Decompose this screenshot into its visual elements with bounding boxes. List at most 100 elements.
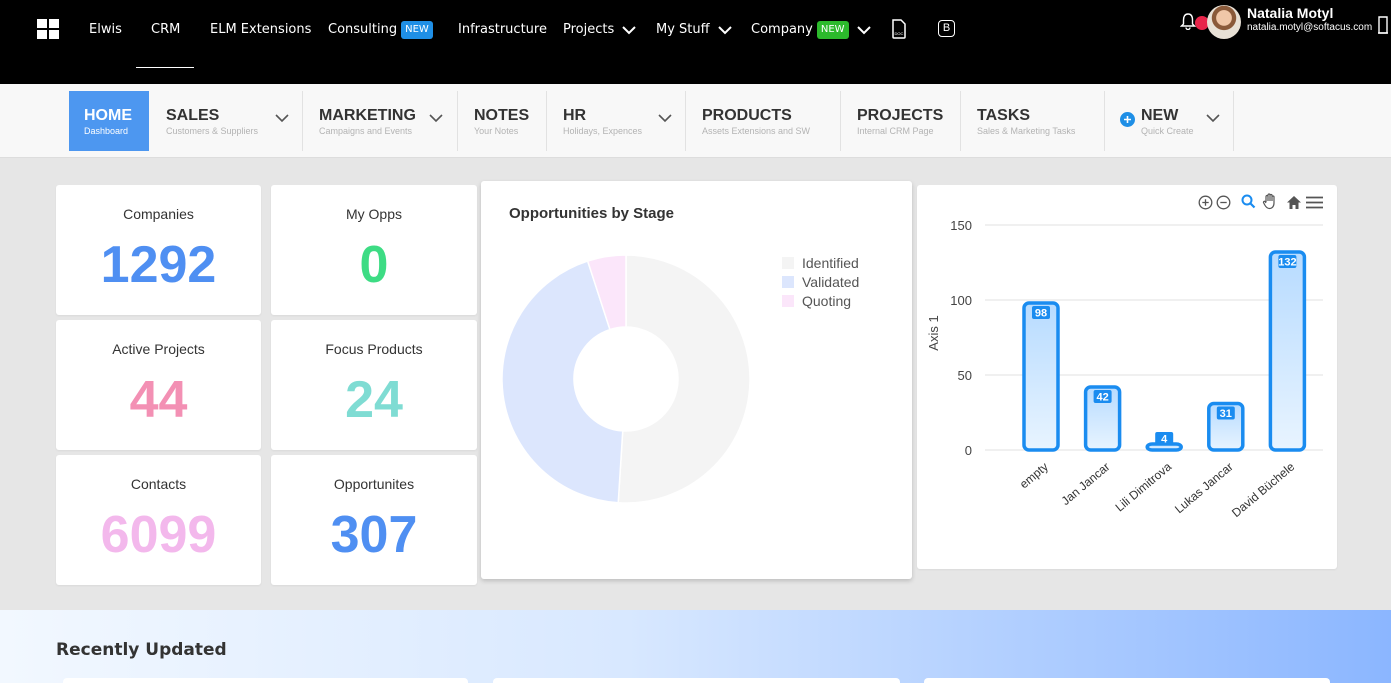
stat-card-focus-products[interactable]: Focus Products 24 [271, 320, 477, 450]
module-sales[interactable]: SALES Customers & Suppliers [150, 91, 302, 151]
topnav-elm-extensions[interactable]: ELM Extensions [210, 21, 311, 39]
donut-slice-validated[interactable] [501, 260, 624, 504]
divider [960, 91, 961, 151]
legend-swatch [782, 276, 794, 288]
chevron-down-icon [718, 25, 732, 34]
stat-card-opportunities[interactable]: Opportunites 307 [271, 455, 477, 585]
legend-label: Quoting [802, 293, 852, 309]
module-title: NEW [1141, 107, 1179, 124]
topnav-infrastructure[interactable]: Infrastructure [458, 21, 547, 39]
user-email: natalia.motyl@softacus.com [1247, 22, 1373, 33]
svg-text:DOC: DOC [895, 31, 904, 36]
magnifier-icon[interactable] [1241, 194, 1256, 210]
stat-card-contacts[interactable]: Contacts 6099 [56, 455, 261, 585]
stat-value: 307 [330, 506, 418, 564]
legend-label: Identified [802, 255, 859, 271]
topnav-elwis[interactable]: Elwis [89, 21, 122, 39]
door-icon[interactable] [1377, 16, 1389, 34]
donut-slice-quoting[interactable] [586, 254, 627, 331]
data-label: 31 [1220, 408, 1232, 420]
x-tick-label: empty [1017, 460, 1051, 492]
module-hr[interactable]: HR Holidays, Expences [547, 91, 685, 151]
chevron-down-icon [429, 114, 443, 123]
module-title: TASKS [977, 107, 1031, 124]
x-tick-label: Lukas Jancar [1172, 460, 1236, 517]
topnav-label: CRM [151, 22, 181, 37]
data-label: 42 [1096, 392, 1108, 404]
b-icon-letter: B [942, 22, 951, 34]
pan-hand-icon[interactable] [1262, 193, 1278, 210]
module-subtitle: Customers & Suppliers [166, 126, 259, 136]
bar-chart: 0 50 100 150 Axis 1 98 empty 42 Jan Jancar 4 Lili … [926, 218, 1323, 520]
zoom-out-icon[interactable] [1216, 195, 1231, 210]
divider [685, 91, 686, 151]
module-subtitle: Assets Extensions and SW [702, 126, 811, 136]
bar-david-b-chele[interactable] [1268, 250, 1307, 452]
chevron-down-icon [1206, 114, 1220, 123]
module-marketing[interactable]: MARKETING Campaigns and Events [303, 91, 457, 151]
topnav-my-stuff[interactable]: My Stuff [656, 21, 732, 39]
b-square-icon[interactable]: B [938, 20, 955, 37]
topnav-company[interactable]: Company NEW [751, 21, 871, 39]
module-projects[interactable]: PROJECTS Internal CRM Page [841, 91, 960, 151]
zoom-in-icon[interactable] [1198, 195, 1213, 210]
divider [840, 91, 841, 151]
topnav-label: ELM Extensions [210, 22, 312, 37]
module-home[interactable]: HOME Dashboard [69, 91, 149, 151]
divider [1233, 91, 1234, 151]
module-title: NOTES [474, 107, 530, 124]
module-nav: HOME Dashboard SALES Customers & Supplie… [0, 84, 1391, 158]
data-label-bg [1278, 255, 1297, 268]
legend-label: Validated [802, 274, 860, 290]
data-label-bg [1093, 390, 1112, 403]
module-subtitle: Sales & Marketing Tasks [977, 126, 1076, 136]
stat-card-my-opps[interactable]: My Opps 0 [271, 185, 477, 315]
topnav-projects[interactable]: Projects [563, 21, 637, 39]
stat-label: Contacts [130, 476, 187, 492]
stat-card-companies[interactable]: Companies 1292 [56, 185, 261, 315]
module-title: PRODUCTS [702, 107, 792, 124]
stat-label: Companies [123, 206, 194, 222]
home-icon[interactable] [1286, 195, 1302, 210]
topnav-consulting[interactable]: Consulting NEW [328, 21, 433, 39]
stat-value: 1292 [100, 236, 217, 294]
menu-icon[interactable] [1306, 196, 1323, 209]
bell-icon[interactable] [1180, 12, 1196, 30]
module-products[interactable]: PRODUCTS Assets Extensions and SW [686, 91, 840, 151]
divider [546, 91, 547, 151]
data-label-bg [1155, 432, 1174, 445]
stat-card-active-projects[interactable]: Active Projects 44 [56, 320, 261, 450]
data-label: 98 [1035, 308, 1047, 320]
module-notes[interactable]: NOTES Your Notes [458, 91, 546, 151]
recent-card[interactable] [493, 678, 900, 683]
module-title: HR [563, 107, 587, 124]
module-tasks[interactable]: TASKS Sales & Marketing Tasks [961, 91, 1104, 151]
bar-jan-jancar[interactable] [1083, 385, 1122, 452]
legend-swatch [782, 257, 794, 269]
data-label: 132 [1278, 257, 1296, 269]
avatar[interactable] [1207, 5, 1241, 39]
user-name: Natalia Motyl [1247, 5, 1334, 21]
module-subtitle: Campaigns and Events [319, 126, 413, 136]
legend-swatch [782, 295, 794, 307]
donut-slice-identified[interactable] [617, 254, 751, 504]
y-tick-label: 150 [950, 218, 972, 233]
module-subtitle: Holidays, Expences [563, 126, 643, 136]
y-tick-label: 50 [958, 368, 972, 383]
x-tick-label: Jan Jancar [1059, 460, 1113, 508]
module-new[interactable]: NEW Quick Create [1105, 91, 1233, 151]
bar-empty[interactable] [1022, 301, 1060, 452]
recently-updated-section: Recently Updated [0, 610, 1391, 683]
grid-icon[interactable] [37, 19, 59, 39]
top-bar: Elwis CRM ELM Extensions Consulting NEW I… [0, 0, 1391, 84]
topnav-label: Company [751, 22, 813, 37]
new-badge: NEW [401, 21, 433, 39]
plus-circle-icon [1120, 112, 1135, 127]
topnav-crm[interactable]: CRM [151, 21, 180, 39]
recent-card[interactable] [924, 678, 1330, 683]
recent-card[interactable] [63, 678, 468, 683]
data-label-bg [1216, 406, 1235, 420]
chart-title: Opportunities by Stage [509, 205, 675, 222]
document-icon[interactable]: DOC [891, 19, 907, 39]
module-subtitle: Internal CRM Page [857, 126, 934, 136]
